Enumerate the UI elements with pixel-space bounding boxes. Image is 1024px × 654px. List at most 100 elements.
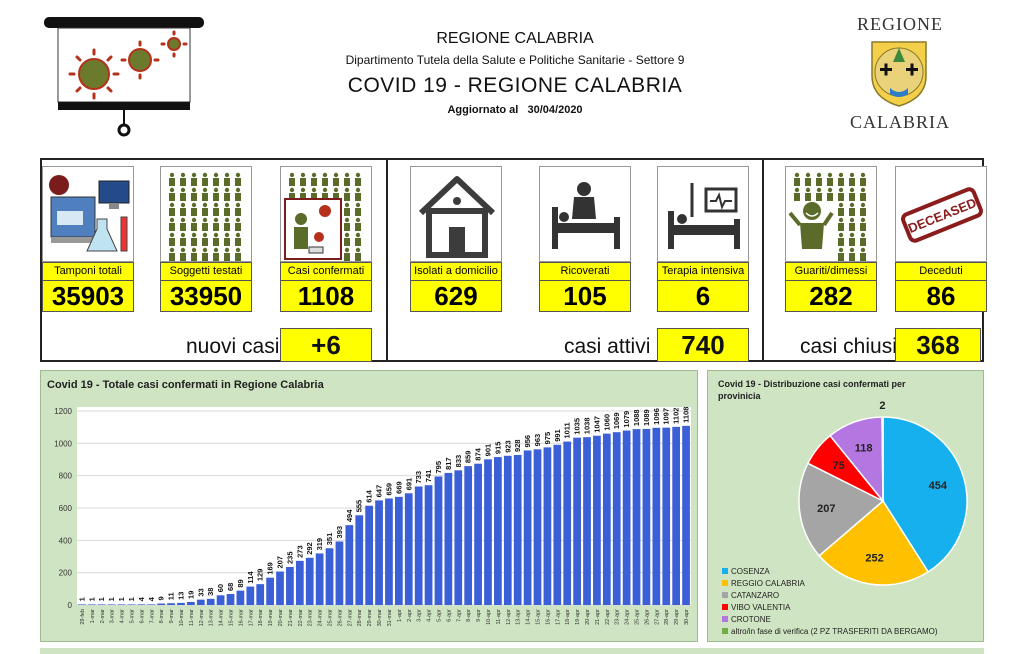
region-logo-top-text: REGIONE <box>857 14 943 34</box>
stat-card-deceduti: DECEASED Deceduti 86 <box>895 166 987 312</box>
bar-value-label: 207 <box>276 556 285 569</box>
x-tick-label: 13-mar <box>209 609 215 627</box>
bar-value-label: 33 <box>196 588 205 596</box>
bar-value-label: 129 <box>256 569 265 582</box>
bar <box>256 584 265 605</box>
stat-card-ricoverati: Ricoverati 105 <box>539 166 631 312</box>
x-tick-label: 4-apr <box>427 609 433 622</box>
x-tick-label: 27-apr <box>654 609 660 625</box>
legend-label: VIBO VALENTIA <box>731 603 791 612</box>
bar <box>543 447 552 605</box>
x-tick-label: 16-mar <box>238 609 244 627</box>
bar <box>236 590 245 605</box>
x-tick-label: 10-mar <box>179 609 185 627</box>
x-tick-label: 2-apr <box>407 609 413 622</box>
bar <box>295 560 304 605</box>
active-cases-value: 740 <box>657 328 749 362</box>
legend-swatch <box>722 568 728 574</box>
bar <box>187 601 195 605</box>
x-tick-label: 3-mar <box>110 609 116 624</box>
bar <box>533 449 542 605</box>
y-tick-label: 200 <box>59 569 73 578</box>
region-logo-bottom-text: CALABRIA <box>849 112 950 132</box>
x-tick-label: 5-mar <box>129 609 135 624</box>
x-tick-label: 13-apr <box>516 609 522 625</box>
y-tick-label: 800 <box>59 472 73 481</box>
bar <box>335 541 344 605</box>
x-tick-label: 31-mar <box>387 609 393 627</box>
hospital-bed-icon <box>539 166 631 262</box>
x-tick-label: 14-mar <box>219 609 225 627</box>
bar <box>385 498 393 605</box>
bar <box>97 604 106 605</box>
x-tick-label: 2-mar <box>100 609 106 624</box>
bar-value-label: 614 <box>365 489 374 502</box>
bar-value-label: 1 <box>87 597 96 601</box>
bar <box>355 515 364 605</box>
bar-value-label: 1079 <box>622 411 631 428</box>
bar <box>78 604 86 605</box>
legend-swatch <box>722 592 728 598</box>
y-tick-label: 1200 <box>54 407 72 416</box>
bar-value-label: 9 <box>157 596 166 600</box>
bar-value-label: 114 <box>246 571 255 584</box>
x-tick-label: 23-apr <box>615 609 621 625</box>
bar-value-label: 928 <box>513 439 522 452</box>
bar <box>553 444 562 605</box>
stat-label: Deceduti <box>895 262 987 280</box>
bar-value-label: 4 <box>137 596 146 601</box>
bar-value-label: 733 <box>414 471 423 484</box>
x-tick-label: 29-mar <box>367 609 373 627</box>
x-tick-label: 26-apr <box>644 609 650 625</box>
bar-value-label: 741 <box>424 470 433 483</box>
bar-value-label: 1097 <box>662 408 671 425</box>
x-tick-label: 16-apr <box>545 609 551 625</box>
bar <box>137 604 146 605</box>
bar <box>444 472 453 605</box>
closed-cases-label: casi chiusi <box>800 335 897 358</box>
x-tick-label: 22-apr <box>605 609 611 625</box>
x-tick-label: 30-apr <box>684 609 690 625</box>
bar <box>246 586 255 605</box>
sick-person-figure <box>284 198 342 260</box>
bar-value-label: 1069 <box>612 412 621 429</box>
x-tick-label: 6-apr <box>446 609 452 622</box>
bar-value-label: 1 <box>77 597 86 601</box>
x-tick-label: 7-apr <box>456 609 462 622</box>
bar-value-label: 273 <box>295 545 304 558</box>
stat-value: 629 <box>410 280 502 312</box>
x-tick-label: 11-apr <box>496 609 502 625</box>
pie-value-label: 75 <box>832 460 844 472</box>
bar-value-label: 1 <box>97 597 106 601</box>
x-tick-label: 29-apr <box>674 609 680 625</box>
page-title: COVID 19 - REGIONE CALABRIA <box>347 74 683 97</box>
pie-chart-svg: 454 252 207 75 118 2 <box>798 400 968 586</box>
bar <box>513 454 522 605</box>
x-tick-label: 17-mar <box>248 609 254 627</box>
region-coat-of-arms-icon <box>864 36 934 110</box>
stat-card-tamponi: Tamponi totali 35903 <box>42 166 134 312</box>
y-tick-label: 600 <box>59 504 73 513</box>
x-tick-label: 26-mar <box>337 609 343 627</box>
bar-value-label: 956 <box>523 435 532 448</box>
bar-value-label: 901 <box>483 444 492 457</box>
bar <box>206 598 215 605</box>
stat-card-guariti: Guariti/dimessi 282 <box>785 166 877 312</box>
bar-value-label: 1047 <box>592 416 601 433</box>
y-tick-label: 400 <box>59 536 73 545</box>
pie-value-label: 252 <box>865 553 883 565</box>
bar-value-label: 60 <box>216 584 225 592</box>
stat-value: 33950 <box>160 280 252 312</box>
stat-card-confermati: Casi confermati 1108 <box>280 166 372 312</box>
bar-value-label: 795 <box>434 461 443 474</box>
legend-label: REGGIO CALABRIA <box>731 579 805 588</box>
bar <box>315 553 324 605</box>
bar <box>127 604 136 605</box>
stat-card-terapia: Terapia intensiva 6 <box>657 166 749 312</box>
bar-value-label: 1 <box>107 597 116 601</box>
bar <box>484 459 492 605</box>
bar <box>424 485 433 605</box>
bar-value-label: 915 <box>493 442 502 455</box>
bar-chart-title: Covid 19 - Totale casi confermati in Reg… <box>47 379 324 391</box>
bar <box>216 595 225 605</box>
